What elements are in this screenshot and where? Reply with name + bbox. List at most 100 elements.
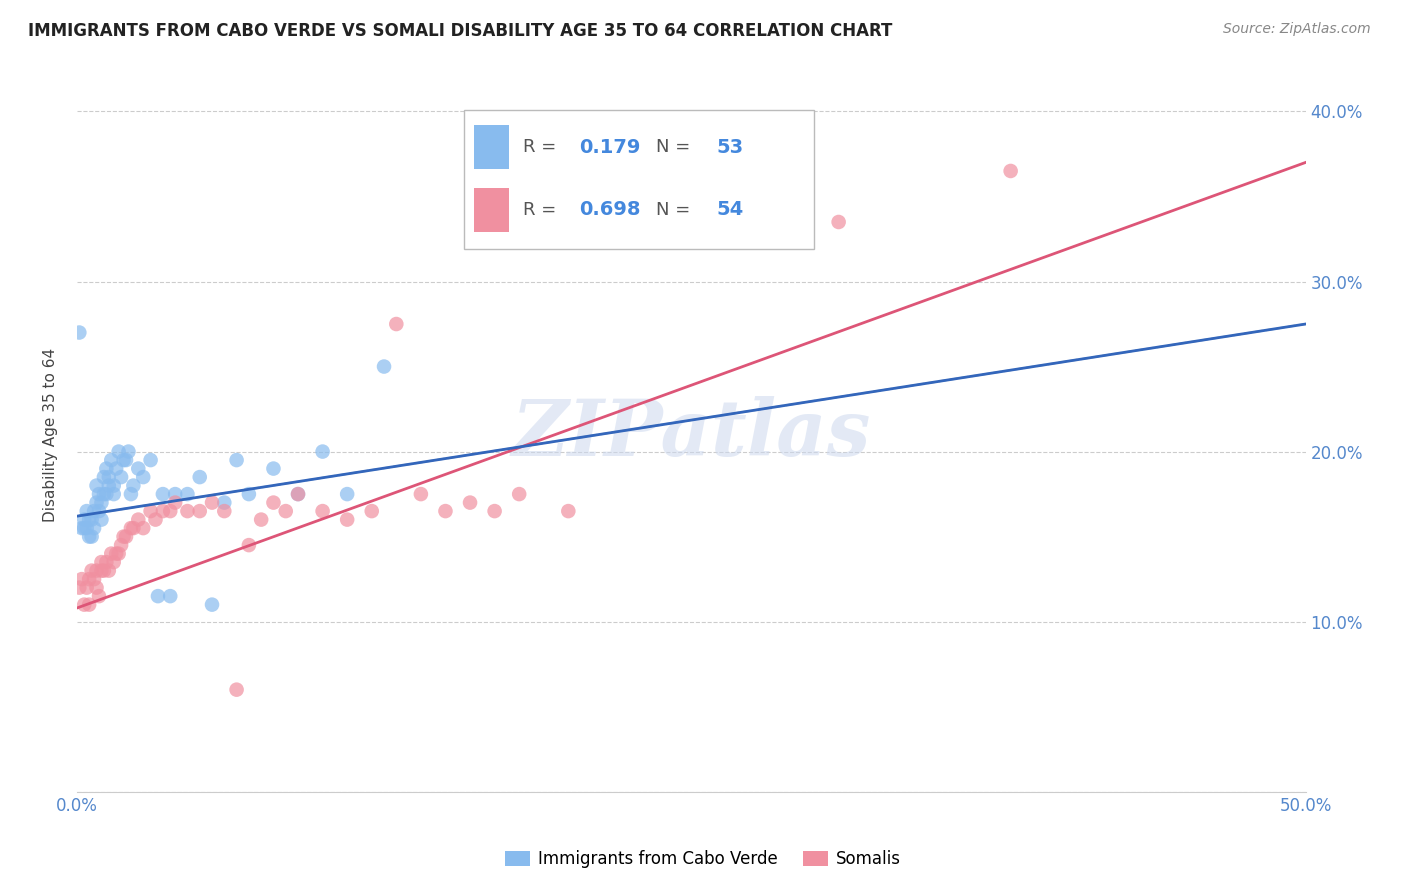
Point <box>73 513 96 527</box>
Point <box>103 555 125 569</box>
Point <box>188 504 211 518</box>
Point <box>77 530 100 544</box>
Point <box>201 495 224 509</box>
Point <box>225 682 247 697</box>
Point <box>311 444 333 458</box>
Point <box>214 495 236 509</box>
Point <box>188 470 211 484</box>
Point <box>117 444 139 458</box>
Point <box>122 521 145 535</box>
Point <box>67 581 90 595</box>
Point <box>80 530 103 544</box>
Point <box>80 564 103 578</box>
Point <box>97 470 120 484</box>
Point <box>76 581 98 595</box>
Point <box>176 487 198 501</box>
Point <box>76 521 98 535</box>
Point <box>159 504 181 518</box>
Point <box>201 598 224 612</box>
Point <box>107 547 129 561</box>
Point <box>105 547 128 561</box>
Point <box>1000 164 1022 178</box>
Point <box>100 547 122 561</box>
Point <box>110 470 132 484</box>
Point <box>87 589 110 603</box>
Point <box>120 487 142 501</box>
Point <box>70 572 93 586</box>
Y-axis label: Disability Age 35 to 64: Disability Age 35 to 64 <box>44 348 58 522</box>
Point <box>311 504 333 518</box>
Point <box>132 470 155 484</box>
Point <box>86 581 108 595</box>
Point <box>77 598 100 612</box>
Point <box>287 487 309 501</box>
Point <box>76 504 98 518</box>
Point <box>73 521 96 535</box>
Point <box>145 513 167 527</box>
Point <box>458 495 481 509</box>
Point <box>360 504 382 518</box>
Point <box>112 530 135 544</box>
Point <box>274 504 297 518</box>
Point <box>77 513 100 527</box>
Point <box>176 504 198 518</box>
Point <box>152 487 174 501</box>
Text: Source: ZipAtlas.com: Source: ZipAtlas.com <box>1223 22 1371 37</box>
Point <box>122 478 145 492</box>
Point <box>67 326 90 340</box>
Point <box>127 513 149 527</box>
Point <box>120 521 142 535</box>
Point <box>112 453 135 467</box>
Point <box>132 521 155 535</box>
Point <box>103 487 125 501</box>
Point <box>484 504 506 518</box>
Point <box>115 530 138 544</box>
Point <box>93 487 115 501</box>
Point <box>86 495 108 509</box>
Point <box>70 521 93 535</box>
Point <box>165 487 187 501</box>
Text: IMMIGRANTS FROM CABO VERDE VS SOMALI DISABILITY AGE 35 TO 64 CORRELATION CHART: IMMIGRANTS FROM CABO VERDE VS SOMALI DIS… <box>28 22 893 40</box>
Point <box>96 461 118 475</box>
Point <box>86 564 108 578</box>
Point <box>385 317 408 331</box>
Point <box>262 495 284 509</box>
Point <box>83 504 105 518</box>
Point <box>152 504 174 518</box>
Point <box>508 487 530 501</box>
Point <box>287 487 309 501</box>
Point <box>139 504 162 518</box>
Point <box>262 461 284 475</box>
Point <box>77 572 100 586</box>
Point <box>225 453 247 467</box>
Point <box>87 487 110 501</box>
Point <box>827 215 849 229</box>
Point <box>238 487 260 501</box>
Point <box>90 513 112 527</box>
Point <box>110 538 132 552</box>
Point <box>90 555 112 569</box>
Point <box>165 495 187 509</box>
Point <box>434 504 457 518</box>
Point <box>90 495 112 509</box>
Point <box>83 572 105 586</box>
Point <box>87 504 110 518</box>
Point <box>115 453 138 467</box>
Point <box>105 461 128 475</box>
Point <box>93 470 115 484</box>
Legend: Immigrants from Cabo Verde, Somalis: Immigrants from Cabo Verde, Somalis <box>498 844 908 875</box>
Point <box>214 504 236 518</box>
Point <box>80 513 103 527</box>
Point <box>103 478 125 492</box>
Point <box>139 453 162 467</box>
Point <box>97 478 120 492</box>
Point <box>146 589 169 603</box>
Point <box>90 564 112 578</box>
Point <box>336 513 359 527</box>
Point <box>250 513 273 527</box>
Point <box>93 564 115 578</box>
Point <box>73 598 96 612</box>
Point <box>159 589 181 603</box>
Text: ZIPatlas: ZIPatlas <box>512 396 870 473</box>
Point <box>409 487 432 501</box>
